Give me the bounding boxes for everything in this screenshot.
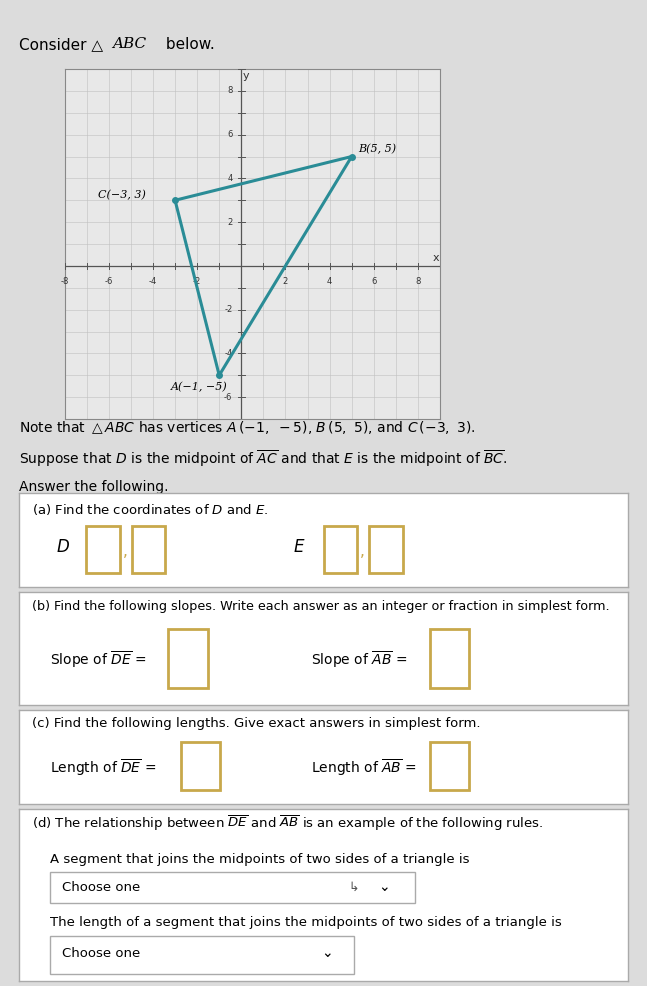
FancyBboxPatch shape — [50, 937, 354, 974]
Text: (b) Find the following slopes. Write each answer as an integer or fraction in si: (b) Find the following slopes. Write eac… — [32, 599, 609, 612]
Text: Note that $\triangle ABC$ has vertices $A\,(-1,\ -5)$, $B\,(5,\ 5)$, and $C\,(-3: Note that $\triangle ABC$ has vertices $… — [19, 419, 476, 436]
Text: ,: , — [123, 544, 127, 559]
Text: x: x — [432, 253, 439, 263]
Text: ↳: ↳ — [349, 880, 359, 893]
Text: A(−1, −5): A(−1, −5) — [171, 383, 227, 392]
Text: Choose one: Choose one — [62, 947, 140, 960]
Text: Slope of $\overline{DE}$ =: Slope of $\overline{DE}$ = — [50, 650, 146, 669]
Text: 6: 6 — [227, 130, 232, 139]
Text: ,: , — [360, 544, 365, 559]
Text: below.: below. — [161, 36, 215, 52]
Text: ⌄: ⌄ — [378, 880, 390, 894]
FancyBboxPatch shape — [132, 526, 166, 573]
Text: -6: -6 — [105, 277, 113, 286]
Text: (a) Find the coordinates of $D$ and $E$.: (a) Find the coordinates of $D$ and $E$. — [32, 502, 269, 518]
Text: $D$: $D$ — [56, 538, 70, 556]
Text: ⌄: ⌄ — [321, 947, 333, 960]
FancyBboxPatch shape — [369, 526, 402, 573]
Text: Consider △: Consider △ — [19, 36, 104, 52]
Text: Suppose that $D$ is the midpoint of $\overline{AC}$ and that $E$ is the midpoint: Suppose that $D$ is the midpoint of $\ov… — [19, 449, 508, 469]
Text: -8: -8 — [61, 277, 69, 286]
Text: The length of a segment that joins the midpoints of two sides of a triangle is: The length of a segment that joins the m… — [50, 915, 562, 929]
Text: A segment that joins the midpoints of two sides of a triangle is: A segment that joins the midpoints of tw… — [50, 853, 469, 867]
Text: 4: 4 — [227, 174, 232, 183]
Text: (d) The relationship between $\overline{DE}$ and $\overline{AB}$ is an example o: (d) The relationship between $\overline{… — [32, 813, 543, 833]
Text: 4: 4 — [327, 277, 332, 286]
FancyBboxPatch shape — [168, 629, 208, 688]
Text: C(−3, 3): C(−3, 3) — [98, 189, 146, 200]
Text: -2: -2 — [225, 305, 232, 315]
Text: Length of $\overline{AB}$ =: Length of $\overline{AB}$ = — [311, 758, 417, 778]
Text: Slope of $\overline{AB}$ =: Slope of $\overline{AB}$ = — [311, 650, 408, 669]
Text: -4: -4 — [225, 349, 232, 358]
FancyBboxPatch shape — [50, 873, 415, 903]
Text: B(5, 5): B(5, 5) — [358, 144, 397, 154]
Text: Answer the following.: Answer the following. — [19, 480, 169, 494]
Text: Length of $\overline{DE}$ =: Length of $\overline{DE}$ = — [50, 758, 156, 778]
FancyBboxPatch shape — [324, 526, 357, 573]
FancyBboxPatch shape — [430, 741, 470, 791]
Text: (c) Find the following lengths. Give exact answers in simplest form.: (c) Find the following lengths. Give exa… — [32, 718, 480, 731]
Text: 8: 8 — [415, 277, 421, 286]
Text: 8: 8 — [227, 87, 232, 96]
Text: Choose one: Choose one — [62, 880, 140, 893]
FancyBboxPatch shape — [86, 526, 120, 573]
FancyBboxPatch shape — [430, 629, 470, 688]
FancyBboxPatch shape — [181, 741, 220, 791]
Text: 2: 2 — [227, 218, 232, 227]
Text: y: y — [243, 71, 249, 81]
Text: -2: -2 — [193, 277, 201, 286]
Text: ABC: ABC — [113, 37, 146, 51]
Text: -6: -6 — [224, 392, 232, 401]
Text: -4: -4 — [149, 277, 157, 286]
Text: $E$: $E$ — [293, 538, 305, 556]
Text: 6: 6 — [371, 277, 377, 286]
Text: 2: 2 — [283, 277, 288, 286]
